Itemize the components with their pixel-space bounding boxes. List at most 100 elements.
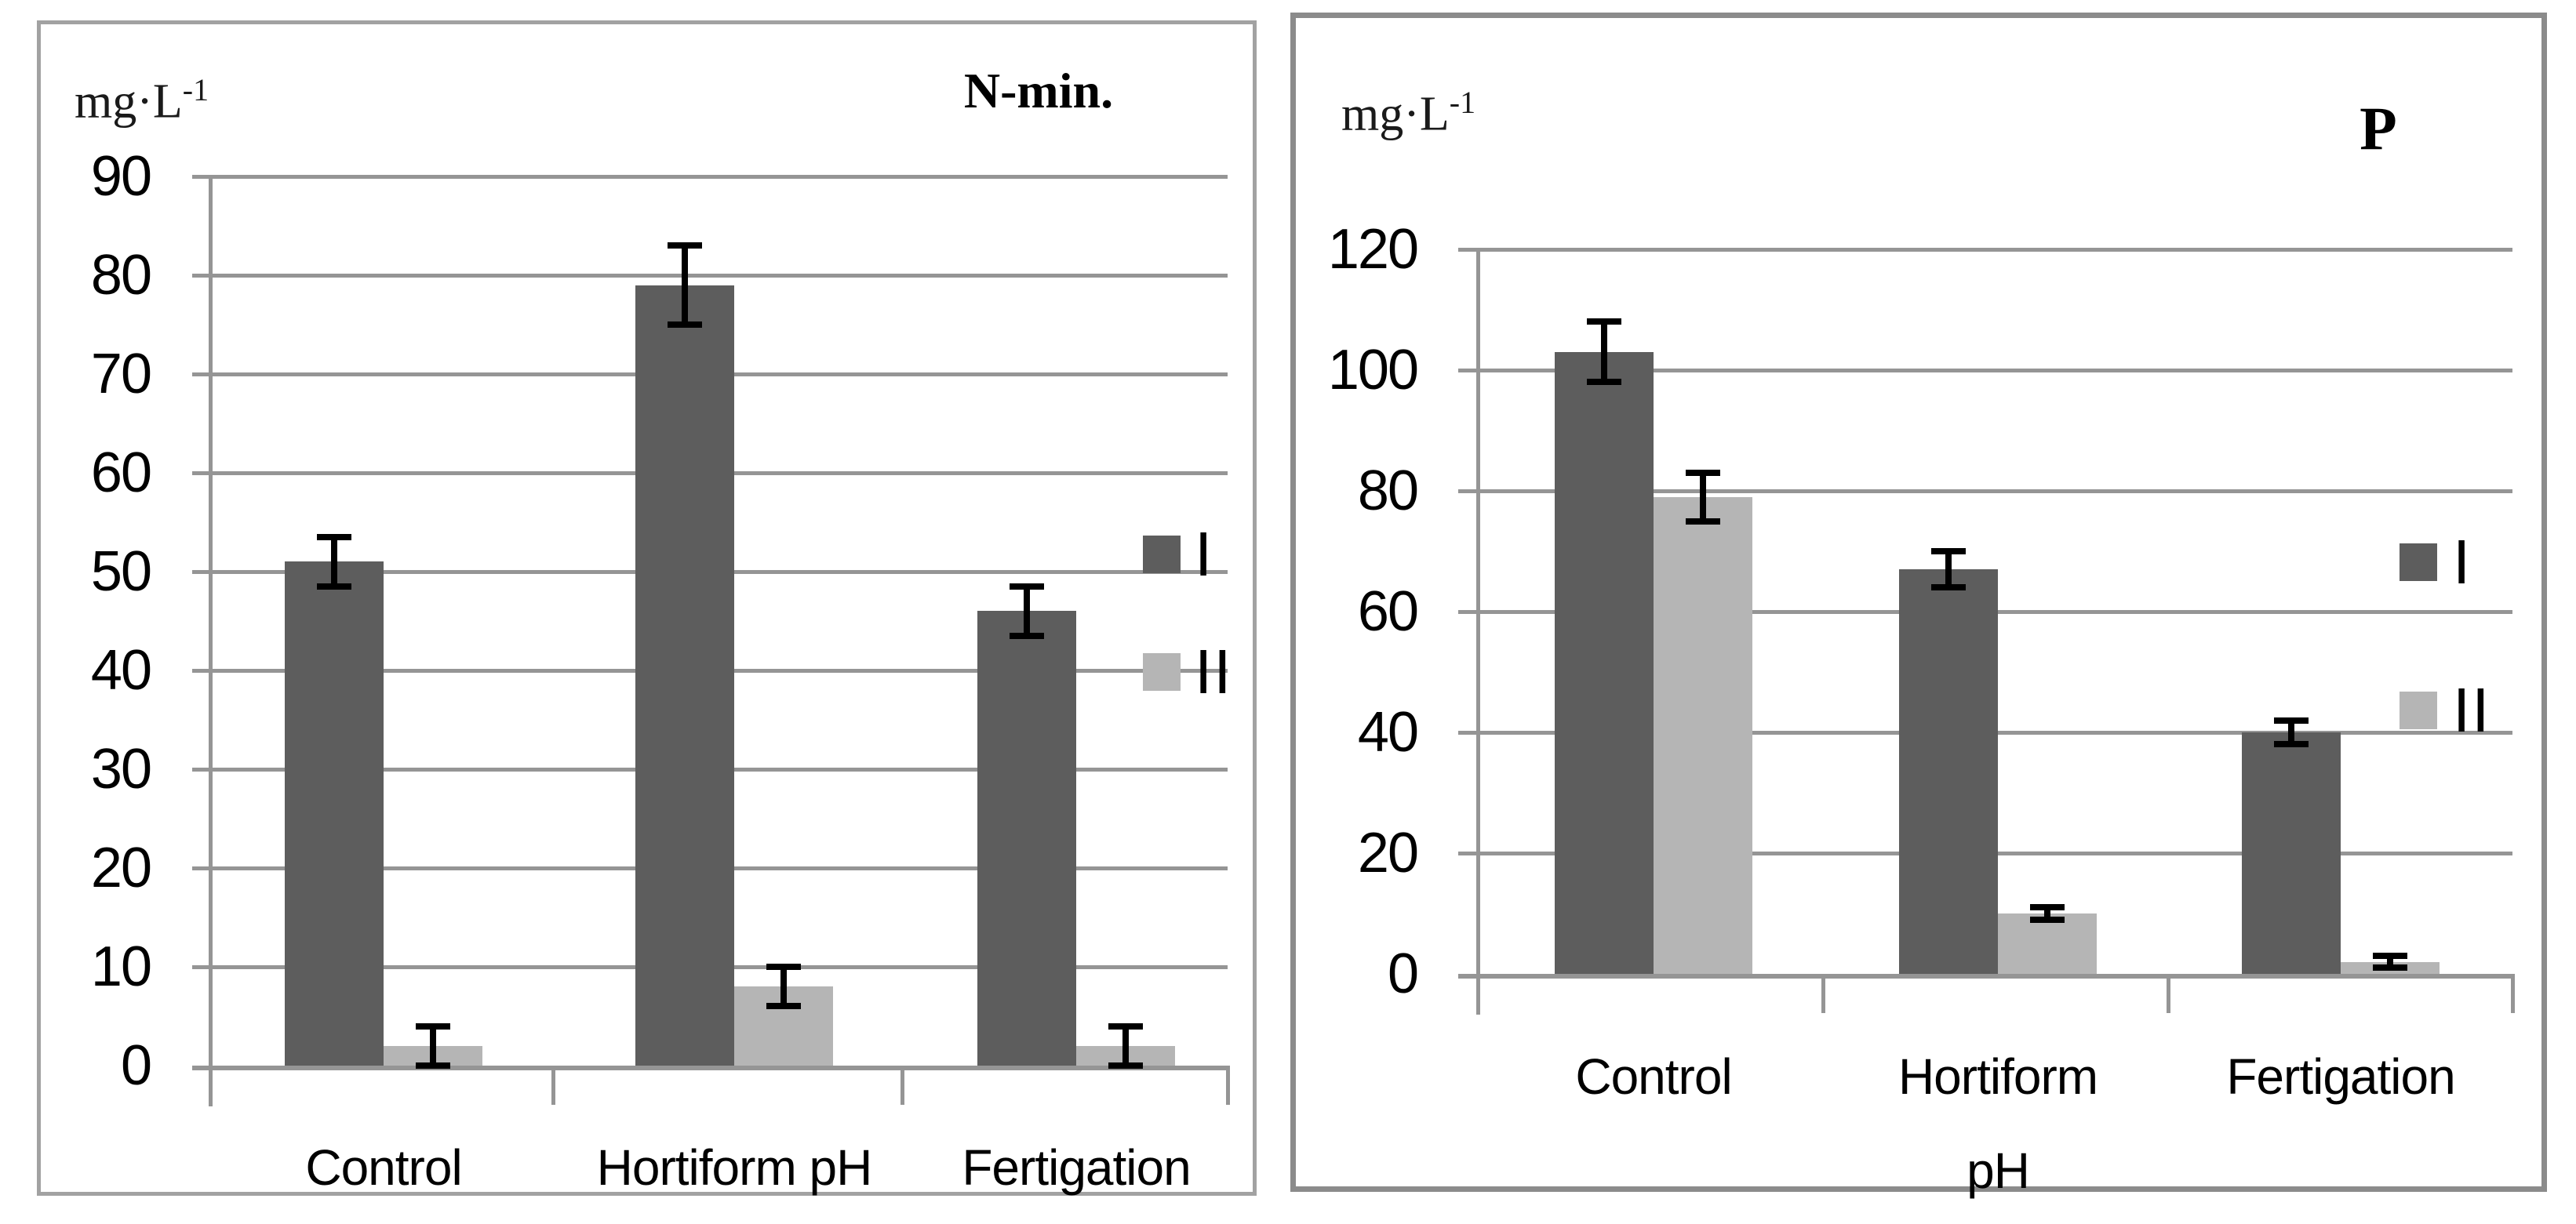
category-tick [2167, 974, 2170, 1013]
x-axis-category-label: Control [305, 1139, 462, 1196]
legend-label-I: I [2453, 527, 2472, 597]
error-bar-line [1024, 586, 1030, 636]
error-bar-cap-bottom [1931, 584, 1966, 591]
chart-panel-p: mg·L-1 P 0 20 40 60 80 100 120 Control Hortiform… [1290, 13, 2547, 1199]
y-axis-tick-label: 60 [1357, 580, 1419, 643]
error-bar-line [2387, 955, 2393, 968]
y-axis-tick-label: 40 [1357, 701, 1419, 764]
legend-label-II: II [2453, 675, 2491, 745]
error-bar-cap-top [2373, 952, 2407, 959]
error-bar-line [682, 245, 688, 325]
unit-base: mg·L [1341, 87, 1450, 141]
error-bar-cap-top [1931, 548, 1966, 554]
error-bar-line [780, 967, 787, 1007]
gridline [1458, 369, 2512, 372]
error-bar-cap-bottom [668, 321, 702, 328]
y-axis-unit-label: mg·L-1 [1341, 84, 1475, 143]
y-axis-tick-label: 80 [1357, 459, 1419, 522]
unit-base: mg·L [75, 74, 183, 129]
chart-title: P [2360, 94, 2397, 162]
legend-swatch-II [1143, 653, 1181, 691]
category-tick [1226, 1066, 1230, 1105]
gridline [1458, 489, 2512, 493]
error-bar-cap-top [1108, 1022, 1143, 1030]
y-axis-tick-label: 0 [1387, 943, 1419, 1005]
error-bar-line [1601, 321, 1607, 383]
gridline [192, 175, 1228, 179]
y-axis-tick-label: 40 [90, 639, 152, 702]
gridline [192, 274, 1228, 278]
y-axis-tick-label: 20 [1357, 822, 1419, 884]
gridline [1458, 248, 2512, 252]
error-bar-cap-bottom [2373, 964, 2407, 972]
x-axis-label-line: Hortiform [1897, 1048, 2098, 1105]
error-bar-cap-top [2030, 904, 2065, 911]
error-bar-line [331, 536, 337, 587]
error-bar-cap-top [1587, 318, 1621, 325]
x-axis-label-line: pH [1967, 1142, 2030, 1199]
error-bar-line [2288, 720, 2294, 745]
error-bar-cap-top [668, 242, 702, 249]
legend-swatch-I [1143, 536, 1181, 573]
error-bar-cap-bottom [2030, 916, 2065, 923]
y-axis-line [1476, 248, 1480, 1015]
bar-series-I [2242, 732, 2341, 974]
bar-series-I [285, 561, 384, 1066]
error-bar-cap-top [766, 964, 801, 970]
error-bar-cap-top [2274, 717, 2309, 724]
x-axis-category-label: Hortiform pH [596, 1139, 873, 1196]
legend-label-II: II [1195, 637, 1233, 706]
error-bar-cap-top [1010, 583, 1044, 590]
bar-series-I [635, 285, 734, 1066]
y-axis-unit-label: mg·L-1 [75, 71, 209, 130]
error-bar-cap-bottom [1108, 1062, 1143, 1069]
x-axis-line [192, 1066, 1228, 1070]
error-bar-cap-bottom [416, 1062, 450, 1069]
bar-series-I [977, 611, 1076, 1066]
x-axis-category-label: Control [1575, 1048, 1732, 1105]
bar-series-I [1555, 351, 1654, 974]
error-bar-cap-top [317, 533, 351, 540]
chart-panel-nmin: mg·L-1 N-min. 0 10 20 30 40 50 60 70 80 90 Control… [37, 20, 1257, 1196]
y-axis-tick-label: 90 [90, 145, 152, 208]
y-axis-tick-label: 0 [120, 1034, 152, 1097]
error-bar-line [1945, 551, 1952, 588]
error-bar-cap-top [1686, 469, 1720, 476]
x-axis-line [1458, 974, 2512, 979]
category-tick [1821, 974, 1825, 1013]
unit-superscript: -1 [182, 72, 209, 107]
y-axis-tick-label: 100 [1327, 339, 1419, 401]
error-bar-line [430, 1026, 436, 1066]
y-axis-tick-label: 60 [90, 441, 152, 504]
error-bar-cap-bottom [317, 583, 351, 590]
error-bar-cap-top [416, 1022, 450, 1030]
plot-area-nmin: 0 10 20 30 40 50 60 70 80 90 Control Hortiform pH Fe… [41, 24, 1253, 1196]
error-bar-cap-bottom [2274, 741, 2309, 748]
error-bar-cap-bottom [1686, 518, 1720, 525]
category-tick [2511, 974, 2515, 1013]
y-axis-tick-label: 10 [90, 935, 152, 998]
legend-swatch-I [2400, 543, 2437, 581]
error-bar-cap-bottom [766, 1003, 801, 1010]
y-axis-tick-label: 70 [90, 343, 152, 405]
y-axis-tick-label: 20 [90, 837, 152, 899]
error-bar-line [1122, 1026, 1129, 1066]
bar-series-II [1654, 496, 1752, 974]
category-tick [551, 1066, 555, 1105]
error-bar-line [2044, 907, 2050, 920]
unit-superscript: -1 [1449, 85, 1476, 120]
legend-label-I: I [1195, 519, 1214, 589]
chart-title: N-min. [963, 63, 1114, 118]
error-bar-cap-bottom [1587, 379, 1621, 386]
y-axis-tick-label: 80 [90, 244, 152, 307]
error-bar-line [1700, 472, 1706, 521]
plot-area-p: 0 20 40 60 80 100 120 Control Hortiform pH Fertiga… [1296, 18, 2541, 1199]
error-bar-cap-bottom [1010, 632, 1044, 639]
y-axis-tick-label: 120 [1327, 218, 1419, 281]
y-axis-tick-label: 50 [90, 540, 152, 603]
legend-swatch-II [2400, 692, 2437, 729]
x-axis-category-label: Hortiform pH [1817, 1030, 2178, 1218]
x-axis-category-label: Fertigation [2226, 1048, 2455, 1105]
category-tick [901, 1066, 904, 1105]
